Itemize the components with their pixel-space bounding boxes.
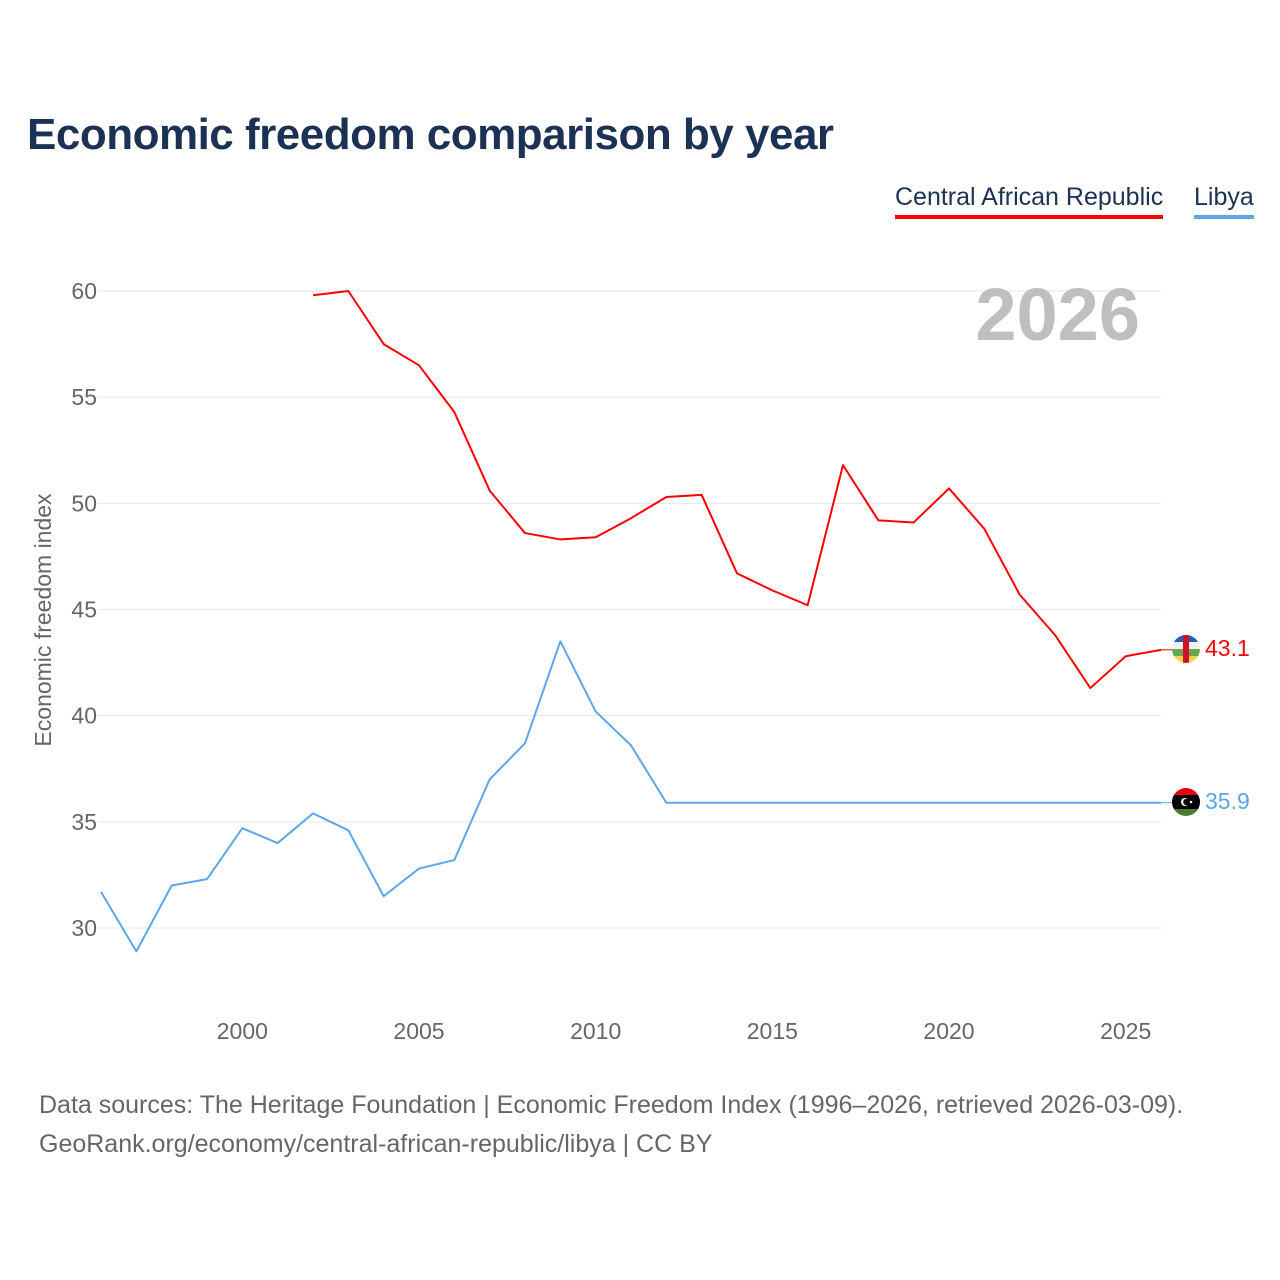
x-tick-label: 2000 [217, 1018, 268, 1044]
x-tick-label: 2025 [1100, 1018, 1151, 1044]
flag-libya-icon [1172, 788, 1200, 816]
footer: Data sources: The Heritage Foundation | … [39, 1086, 1183, 1164]
y-axis-label: Economic freedom index [30, 493, 56, 747]
y-tick-label: 55 [71, 384, 97, 410]
y-tick-label: 60 [71, 278, 97, 304]
x-tick-label: 2005 [393, 1018, 444, 1044]
x-tick-label: 2020 [923, 1018, 974, 1044]
y-tick-label: 50 [71, 490, 97, 516]
y-tick-label: 35 [71, 809, 97, 835]
legend-item-libya[interactable]: Libya [1194, 183, 1254, 219]
x-tick-label: 2015 [747, 1018, 798, 1044]
series-line-libya[interactable] [100, 640, 1161, 953]
chart-title: Economic freedom comparison by year [27, 110, 834, 159]
y-tick-label: 45 [71, 597, 97, 623]
footer-attribution[interactable]: GeoRank.org/economy/central-african-repu… [39, 1130, 713, 1158]
y-tick-label: 40 [71, 703, 97, 729]
x-tick-label: 2010 [570, 1018, 621, 1044]
end-label-central-african-republic: 43.1 [1205, 635, 1250, 661]
year-watermark: 2026 [975, 273, 1140, 356]
end-label-libya: 35.9 [1205, 788, 1250, 814]
y-tick-label: 30 [71, 915, 97, 941]
series-line-central-african-republic[interactable] [312, 290, 1162, 690]
legend-item-central-african-republic[interactable]: Central African Republic [895, 183, 1164, 219]
footer-sources: Data sources: The Heritage Foundation | … [39, 1091, 1184, 1119]
flag-central-african-republic-icon [1172, 635, 1200, 663]
